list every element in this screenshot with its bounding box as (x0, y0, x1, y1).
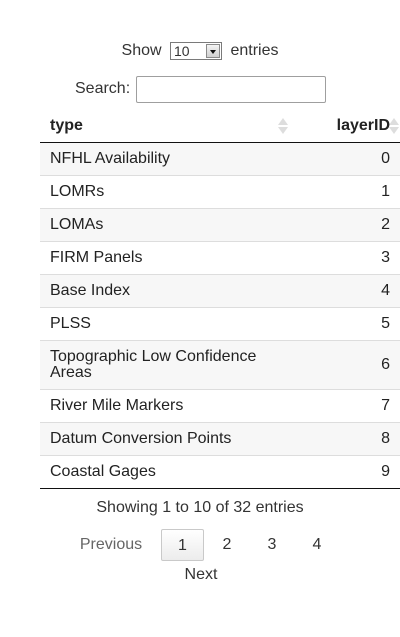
cell-layerid: 4 (290, 274, 400, 308)
table-row: NFHL Availability 0 (40, 142, 400, 176)
table-row: Base Index 4 (40, 274, 400, 308)
cell-layerid: 0 (290, 142, 400, 176)
search-input[interactable] (135, 76, 326, 103)
cell-type: LOMAs (40, 208, 290, 242)
table-row: LOMAs 2 (40, 208, 400, 242)
page-button-3[interactable]: 3 (267, 536, 277, 553)
table-row: PLSS 5 (40, 307, 400, 341)
cell-layerid: 1 (290, 175, 400, 209)
table-row: Coastal Gages 9 (40, 455, 400, 489)
cell-type: Coastal Gages (40, 455, 290, 489)
length-menu: Show 10 entries (0, 40, 400, 62)
table-info-text: Showing 1 to 10 of 32 entries (96, 499, 304, 516)
table-row: River Mile Markers 7 (40, 389, 400, 423)
cell-layerid: 7 (290, 389, 400, 423)
sort-both-icon (387, 115, 400, 135)
cell-type: LOMRs (40, 175, 290, 209)
search-label: Search: (75, 80, 131, 97)
previous-page-button[interactable]: Previous (79, 536, 143, 553)
data-table: type layerID NFHL Availability 0 LOMRs 1… (40, 110, 400, 489)
search-filter: Search: (75, 76, 326, 104)
sort-both-icon (276, 115, 290, 135)
page-length-select[interactable]: 10 (170, 41, 222, 60)
table-row: Datum Conversion Points 8 (40, 422, 400, 456)
cell-layerid: 3 (290, 241, 400, 275)
cell-layerid: 9 (290, 455, 400, 489)
table-row: Topographic Low Confidence Areas 6 (40, 340, 400, 390)
cell-type: Datum Conversion Points (40, 422, 290, 456)
cell-layerid: 6 (290, 340, 400, 390)
column-header-label: layerID (336, 117, 390, 134)
page-button-4[interactable]: 4 (312, 536, 322, 553)
length-prefix-label: Show (121, 42, 162, 59)
table-row: LOMRs 1 (40, 175, 400, 209)
cell-layerid: 8 (290, 422, 400, 456)
next-page-button[interactable]: Next (184, 566, 218, 583)
pagination: Previous 1 2 3 4 Next (0, 529, 400, 589)
length-suffix-label: entries (230, 42, 279, 59)
cell-type: PLSS (40, 307, 290, 341)
cell-type: Base Index (40, 274, 290, 308)
cell-layerid: 2 (290, 208, 400, 242)
column-header-layerid[interactable]: layerID (290, 110, 400, 143)
column-header-label: type (50, 117, 83, 134)
column-header-type[interactable]: type (40, 110, 290, 143)
table-row: FIRM Panels 3 (40, 241, 400, 275)
cell-layerid: 5 (290, 307, 400, 341)
chevron-down-icon[interactable] (206, 43, 220, 58)
cell-type: River Mile Markers (40, 389, 290, 423)
page-length-value: 10 (174, 42, 190, 59)
cell-type: FIRM Panels (40, 241, 290, 275)
table-header-row: type layerID (40, 110, 400, 143)
cell-type: Topographic Low Confidence Areas (40, 340, 290, 390)
cell-type: NFHL Availability (40, 142, 290, 176)
page-button-1[interactable]: 1 (161, 529, 204, 561)
page-button-2[interactable]: 2 (222, 536, 232, 553)
